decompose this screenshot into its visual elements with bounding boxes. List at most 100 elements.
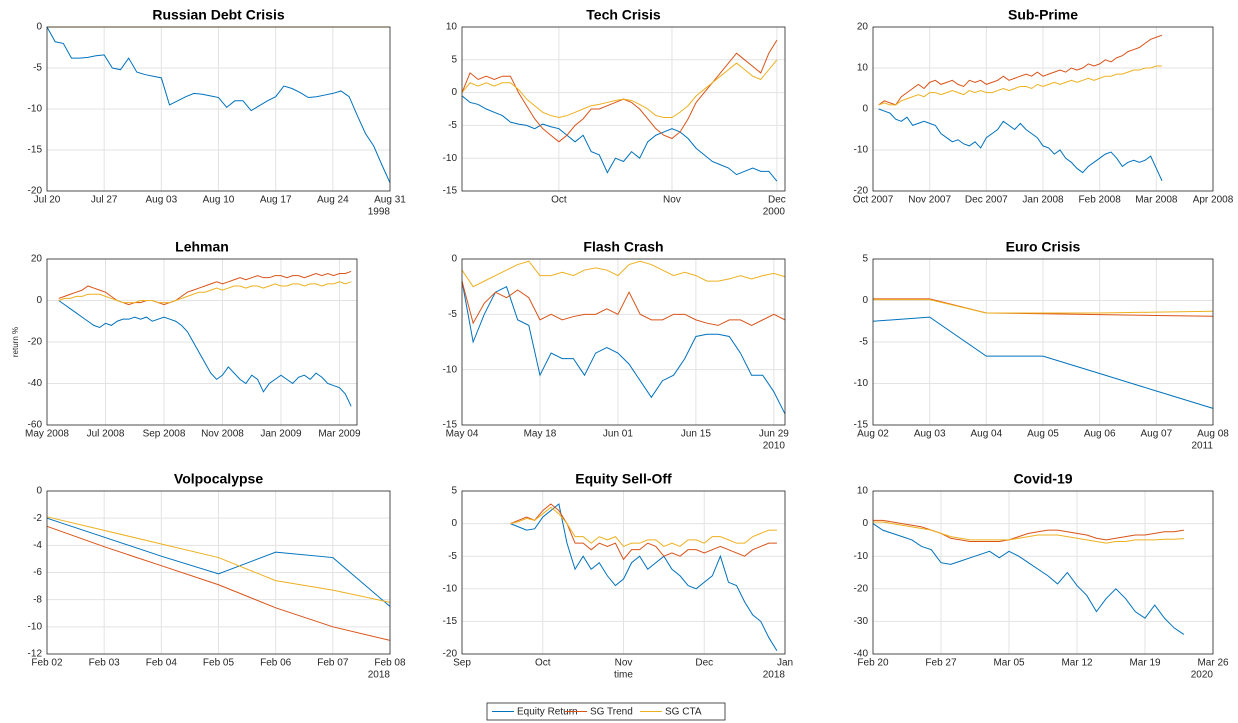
x-tick-label: Nov <box>615 658 633 669</box>
series-line <box>872 316 1214 409</box>
x-tick-label: Nov 2008 <box>201 429 244 440</box>
y-tick-label: -10 <box>28 621 43 632</box>
x-tick-label: Aug 08 <box>1197 429 1229 440</box>
legend-box <box>486 702 726 721</box>
y-tick-label: -10 <box>443 583 458 594</box>
y-tick-label: 5 <box>862 254 868 265</box>
y-tick-label: 20 <box>857 22 869 33</box>
chart-title: Equity Sell-Off <box>575 471 672 487</box>
y-tick-label: 10 <box>857 63 869 74</box>
y-tick-label: -15 <box>443 420 458 431</box>
chart-title: Sub-Prime <box>1008 7 1078 23</box>
y-tick-label: -20 <box>854 186 869 197</box>
y-tick-label: 0 <box>36 22 42 33</box>
axes-box <box>46 26 391 192</box>
y-tick-label: -5 <box>33 63 42 74</box>
y-tick-label: -5 <box>448 551 457 562</box>
series-line <box>878 108 1163 181</box>
y-tick-label: 20 <box>31 254 43 265</box>
y-tick-label: -5 <box>448 309 457 320</box>
x-tick-label: Mar 2008 <box>1135 195 1178 206</box>
y-tick-label: -40 <box>28 378 43 389</box>
y-tick-label: 5 <box>451 486 457 497</box>
x-tick-label: Apr 2008 <box>1193 195 1234 206</box>
series-line <box>46 516 391 603</box>
y-tick-label: 0 <box>451 87 457 98</box>
y-tick-label: -6 <box>33 567 42 578</box>
x-tick-label: May 04 <box>446 429 479 440</box>
chart-title: Lehman <box>175 239 229 255</box>
x-tick-label: Sep 2008 <box>143 429 186 440</box>
x-tick-label: Mar 26 <box>1197 658 1229 669</box>
x-tick-label: Feb 20 <box>857 658 889 669</box>
x-tick-label: Nov <box>663 195 681 206</box>
y-tick-label: -10 <box>443 364 458 375</box>
x-tick-label: Oct 2007 <box>853 195 894 206</box>
x-tick-label: May 2008 <box>25 429 69 440</box>
y-tick-label: 0 <box>862 104 868 115</box>
series-line <box>878 65 1162 106</box>
x-tick-label: Aug 02 <box>857 429 889 440</box>
series-line <box>461 281 786 415</box>
x-tick-label: Jan <box>777 658 793 669</box>
legend-label: SG CTA <box>665 707 702 718</box>
y-tick-label: -4 <box>33 540 42 551</box>
subplot: -20 -15 -10 -5 0 Jul 20 Jul 27 Aug 03 Aug 10 Aug … <box>28 7 407 218</box>
y-tick-label: -15 <box>443 616 458 627</box>
x-tick-label: Mar 2009 <box>318 429 361 440</box>
x-tick-label: Feb 02 <box>31 658 63 669</box>
axes-box <box>872 26 1214 192</box>
x-tick-label: Aug 05 <box>1027 429 1059 440</box>
chart-title: Flash Crash <box>583 239 663 255</box>
subplot: -60 -40 -20 0 20 May 2008 Jul 2008 Sep 2008 Nov … <box>11 239 361 440</box>
axes-box <box>872 258 1214 426</box>
y-axis-label: return % <box>11 327 20 357</box>
chart-title: Covid-19 <box>1013 471 1072 487</box>
y-tick-label: -2 <box>33 513 42 524</box>
y-tick-label: -30 <box>854 616 869 627</box>
y-tick-label: -10 <box>28 104 43 115</box>
x-tick-label: May 18 <box>524 429 557 440</box>
y-tick-label: 5 <box>451 54 457 65</box>
y-tick-label: 0 <box>36 486 42 497</box>
x-sublabel: 2000 <box>763 207 786 218</box>
subplot: -15 -10 -5 0 5 10 Oct Nov Dec Tech Crisis 2000 <box>443 7 786 218</box>
y-tick-label: -10 <box>854 145 869 156</box>
series-line <box>873 298 1214 317</box>
x-tick-label: Dec <box>695 658 713 669</box>
y-tick-label: -60 <box>28 420 43 431</box>
x-tick-label: Jun 29 <box>759 429 789 440</box>
x-tick-label: Mar 19 <box>1129 658 1161 669</box>
x-tick-label: Dec <box>768 195 786 206</box>
series-line <box>58 270 352 306</box>
chart-title: Russian Debt Crisis <box>152 7 284 23</box>
chart-title: Volpocalypse <box>174 471 263 487</box>
x-tick-label: Feb 03 <box>89 658 121 669</box>
x-tick-label: Jul 2008 <box>87 429 125 440</box>
axes-box <box>461 490 786 655</box>
x-tick-label: Aug 10 <box>203 195 235 206</box>
series-line <box>461 281 786 326</box>
y-tick-label: -5 <box>448 120 457 131</box>
y-tick-label: -10 <box>854 551 869 562</box>
axes-box <box>46 490 391 655</box>
x-tick-label: Aug 07 <box>1140 429 1172 440</box>
legend-label: SG Trend <box>590 707 633 718</box>
series-line <box>46 26 391 184</box>
subplot: -15 -10 -5 0 May 04 May 18 Jun 01 Jun 15 Jun 29 F… <box>443 239 790 452</box>
series-line <box>461 95 778 182</box>
y-tick-label: 0 <box>36 295 42 306</box>
x-tick-label: Feb 05 <box>203 658 235 669</box>
x-tick-label: Mar 12 <box>1061 658 1093 669</box>
y-tick-label: -20 <box>443 649 458 660</box>
subplot: -40 -30 -20 -10 0 10 Feb 20 Feb 27 Mar 05 Mar 12 M… <box>854 471 1229 681</box>
y-tick-label: 0 <box>862 295 868 306</box>
x-tick-label: Feb 04 <box>146 658 178 669</box>
x-tick-label: Aug 06 <box>1084 429 1116 440</box>
series-line <box>461 260 786 288</box>
x-sublabel: 2018 <box>368 670 391 681</box>
x-tick-label: Feb 08 <box>374 658 406 669</box>
x-tick-label: Aug 31 <box>374 195 406 206</box>
x-tick-label: Dec 2007 <box>965 195 1008 206</box>
